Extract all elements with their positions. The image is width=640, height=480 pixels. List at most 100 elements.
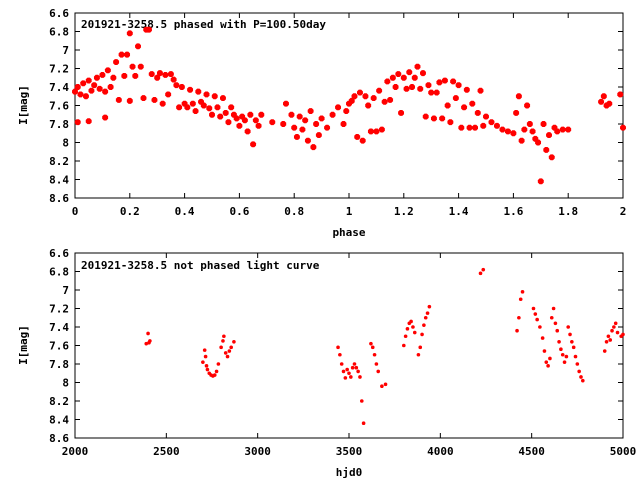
phased-data-point (420, 70, 426, 77)
phased-x-axis-label: phase (332, 226, 365, 239)
phased-data-point (392, 84, 399, 90)
phased-data-point (135, 43, 141, 50)
unphased-data-point (369, 341, 373, 346)
phased-data-point (304, 137, 311, 144)
phased-x-tick-label: 0.4 (175, 205, 195, 218)
phased-data-point (513, 109, 520, 116)
unphased-axis-ticks: 2000 2500 3000 3500 4000 4500 5000 6.6 6.8 7 7.2 7.… (49, 247, 636, 458)
unphased-y-axis-label: I[mag] (17, 325, 30, 365)
unphased-x-axis-label: hjd0 (336, 466, 363, 479)
phased-data-point (241, 117, 248, 124)
unphased-data-point (343, 376, 348, 380)
phased-data-point (422, 113, 429, 120)
phased-data-point (598, 98, 605, 105)
phased-data-point (102, 114, 109, 121)
phased-data-point (425, 82, 432, 89)
phased-y-tick-label: 8 (62, 137, 69, 150)
phased-data-point (115, 96, 122, 103)
unphased-data-point (359, 399, 364, 403)
phased-data-point (299, 126, 306, 133)
phased-data-point (189, 100, 196, 107)
phased-data-point (537, 178, 544, 185)
phased-data-point (91, 82, 98, 89)
phased-data-point (406, 69, 413, 76)
phased-data-point (373, 128, 380, 135)
unphased-data-point (612, 325, 616, 329)
phased-data-point (354, 133, 361, 140)
phased-data-point (307, 108, 314, 115)
unphased-data-point (610, 328, 614, 333)
phased-x-tick-label: 0 (72, 205, 79, 218)
unphased-y-tick-label: 7.4 (49, 321, 69, 334)
unphased-data-point (148, 339, 152, 343)
unphased-data-point (562, 360, 567, 364)
phased-data-point (395, 71, 402, 78)
phased-light-curve-panel: 201921-3258.5 phased with P=100.50day ph… (17, 7, 626, 239)
phased-data-point (565, 126, 572, 133)
unphased-data-point (409, 319, 413, 324)
phased-data-point (378, 126, 385, 133)
phased-data-point (370, 95, 377, 102)
unphased-data-point (223, 351, 228, 355)
phased-data-point (461, 104, 468, 111)
phased-data-point (156, 70, 163, 77)
unphased-data-point (361, 421, 366, 426)
unphased-data-point (372, 352, 377, 357)
phased-data-point (417, 85, 424, 92)
phased-data-point (126, 30, 133, 37)
phased-x-tick-label: 0.6 (229, 205, 249, 218)
unphased-plot-frame (74, 252, 624, 439)
phased-y-tick-label: 7.8 (49, 118, 69, 131)
phased-data-point (96, 85, 103, 92)
phased-data-point (124, 51, 131, 58)
unphased-y-tick-label: 7.2 (49, 303, 69, 316)
phased-data-point (140, 95, 147, 102)
unphased-data-point (347, 371, 351, 376)
phased-data-point (85, 118, 92, 125)
phased-data-point (247, 111, 254, 118)
unphased-data-point (423, 315, 428, 320)
unphased-data-point (564, 354, 569, 359)
phased-data-point (129, 63, 136, 70)
phased-x-tick-label: 1.2 (394, 205, 414, 218)
phased-data-point (617, 91, 624, 98)
phased-data-point (126, 97, 133, 104)
unphased-data-point (549, 315, 554, 320)
phased-y-tick-label: 7 (62, 44, 69, 57)
phased-data-points (72, 26, 626, 185)
unphased-data-point (204, 364, 209, 368)
phased-data-point (430, 115, 437, 122)
phased-data-point (192, 108, 199, 115)
phased-data-point (93, 74, 100, 81)
phased-data-point (477, 87, 484, 94)
phased-y-tick-label: 8.2 (49, 155, 69, 168)
unphased-y-tick-label: 8 (62, 377, 69, 390)
unphased-data-point (358, 375, 362, 379)
unphased-data-point (416, 352, 421, 357)
unphased-data-point (356, 369, 360, 374)
unphased-data-point (370, 345, 375, 350)
unphased-data-point (531, 306, 536, 311)
phased-data-point (228, 104, 235, 111)
phased-data-point (620, 124, 626, 131)
phased-data-point (335, 104, 341, 111)
phased-y-tick-label: 8.4 (49, 174, 69, 187)
phased-data-point (85, 77, 92, 84)
unphased-data-point (345, 367, 349, 372)
unphased-data-point (202, 348, 207, 352)
unphased-data-point (405, 327, 410, 331)
phased-data-point (469, 100, 476, 107)
phased-data-point (258, 111, 265, 118)
phased-y-tick-label: 6.8 (49, 26, 69, 39)
phased-data-point (433, 89, 440, 96)
phased-data-point (252, 117, 259, 124)
phased-data-point (535, 139, 542, 146)
unphased-x-tick-label: 2000 (62, 445, 89, 458)
unphased-data-point (420, 332, 424, 337)
phased-data-point (293, 133, 300, 140)
unphased-data-point (568, 332, 572, 337)
unphased-data-point (418, 345, 423, 350)
phased-data-point (195, 88, 202, 95)
unphased-data-point (229, 345, 233, 350)
phased-plot-title: 201921-3258.5 phased with P=100.50day (81, 18, 326, 31)
